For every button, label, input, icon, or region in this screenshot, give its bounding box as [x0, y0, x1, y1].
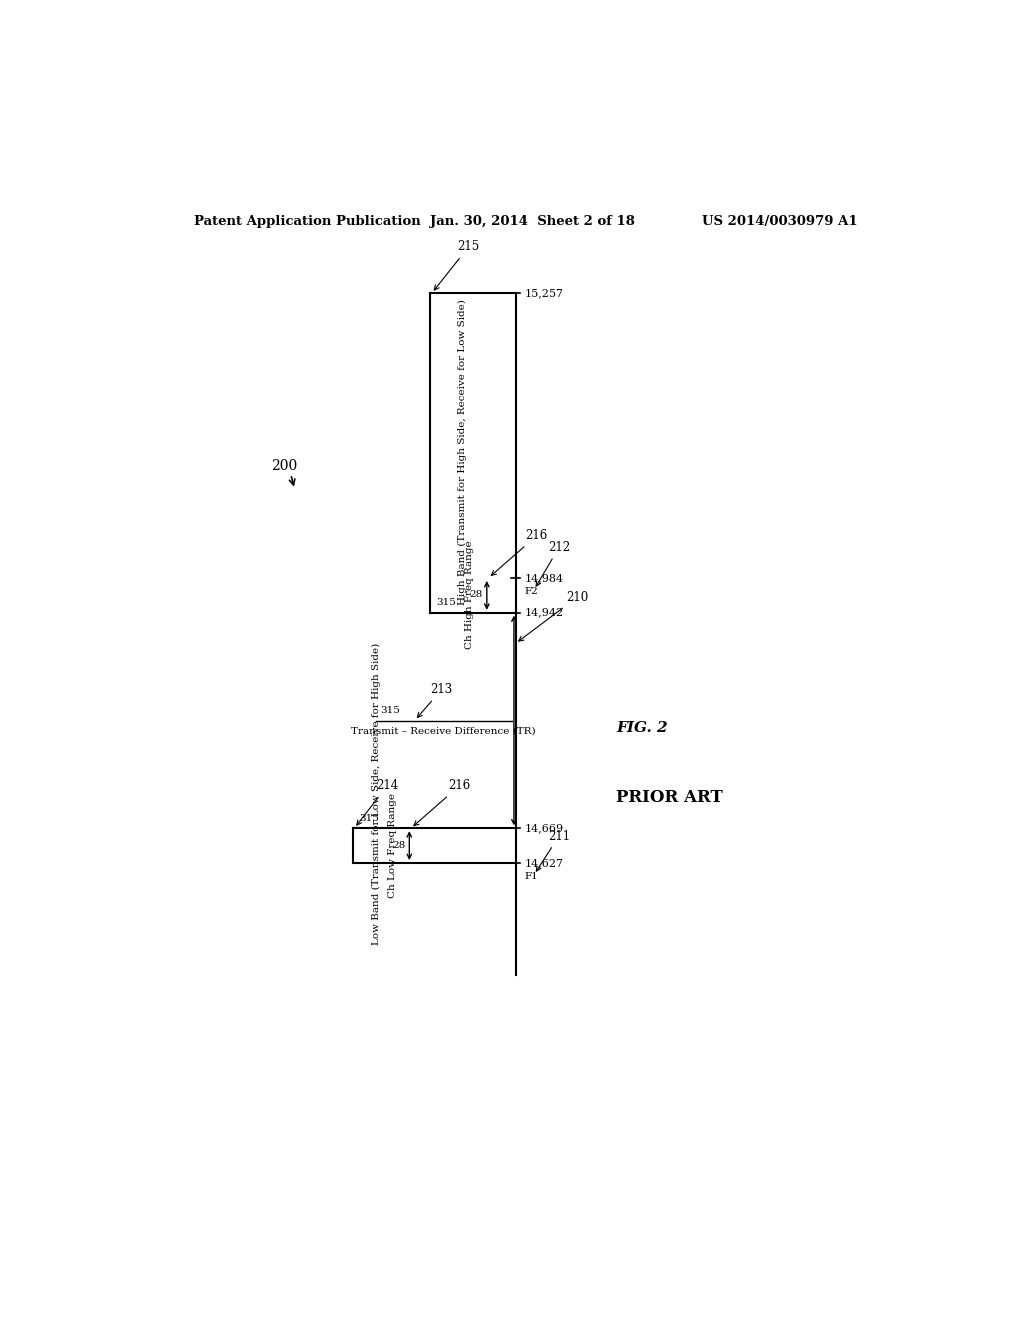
Text: 14,984: 14,984	[524, 573, 564, 583]
Text: F1: F1	[524, 873, 539, 882]
Text: 14,627: 14,627	[524, 858, 564, 869]
Text: 15,257: 15,257	[524, 288, 564, 298]
Text: 315: 315	[359, 814, 379, 822]
Text: 212: 212	[537, 541, 570, 586]
Text: Patent Application Publication: Patent Application Publication	[194, 215, 421, 228]
Text: 315: 315	[436, 598, 457, 607]
Text: 213: 213	[418, 684, 453, 718]
Text: 216: 216	[414, 779, 470, 825]
Text: PRIOR ART: PRIOR ART	[616, 789, 723, 807]
Text: US 2014/0030979 A1: US 2014/0030979 A1	[701, 215, 857, 228]
Text: Ch High Freq Range: Ch High Freq Range	[465, 541, 474, 649]
Text: 211: 211	[537, 829, 570, 871]
Text: High Band (Transmit for High Side, Receive for Low Side): High Band (Transmit for High Side, Recei…	[458, 300, 467, 606]
Text: 14,669: 14,669	[524, 824, 564, 833]
Text: 14,942: 14,942	[524, 607, 564, 618]
Text: Low Band (Transmit for Low Side, Receive for High Side): Low Band (Transmit for Low Side, Receive…	[372, 643, 381, 945]
Text: 28: 28	[392, 841, 406, 850]
Text: Ch Low Freq Range: Ch Low Freq Range	[388, 793, 396, 898]
Text: Jan. 30, 2014  Sheet 2 of 18: Jan. 30, 2014 Sheet 2 of 18	[430, 215, 635, 228]
Text: 216: 216	[492, 529, 548, 576]
Text: F2: F2	[524, 587, 539, 597]
Text: 215: 215	[434, 240, 479, 290]
Text: FIG. 2: FIG. 2	[616, 721, 668, 735]
Text: 315: 315	[380, 706, 399, 715]
Text: 200: 200	[271, 459, 298, 474]
Text: 28: 28	[470, 590, 483, 599]
Text: Transmit – Receive Difference (TR): Transmit – Receive Difference (TR)	[351, 726, 536, 735]
Text: 210: 210	[519, 591, 588, 642]
Text: 214: 214	[356, 779, 398, 825]
